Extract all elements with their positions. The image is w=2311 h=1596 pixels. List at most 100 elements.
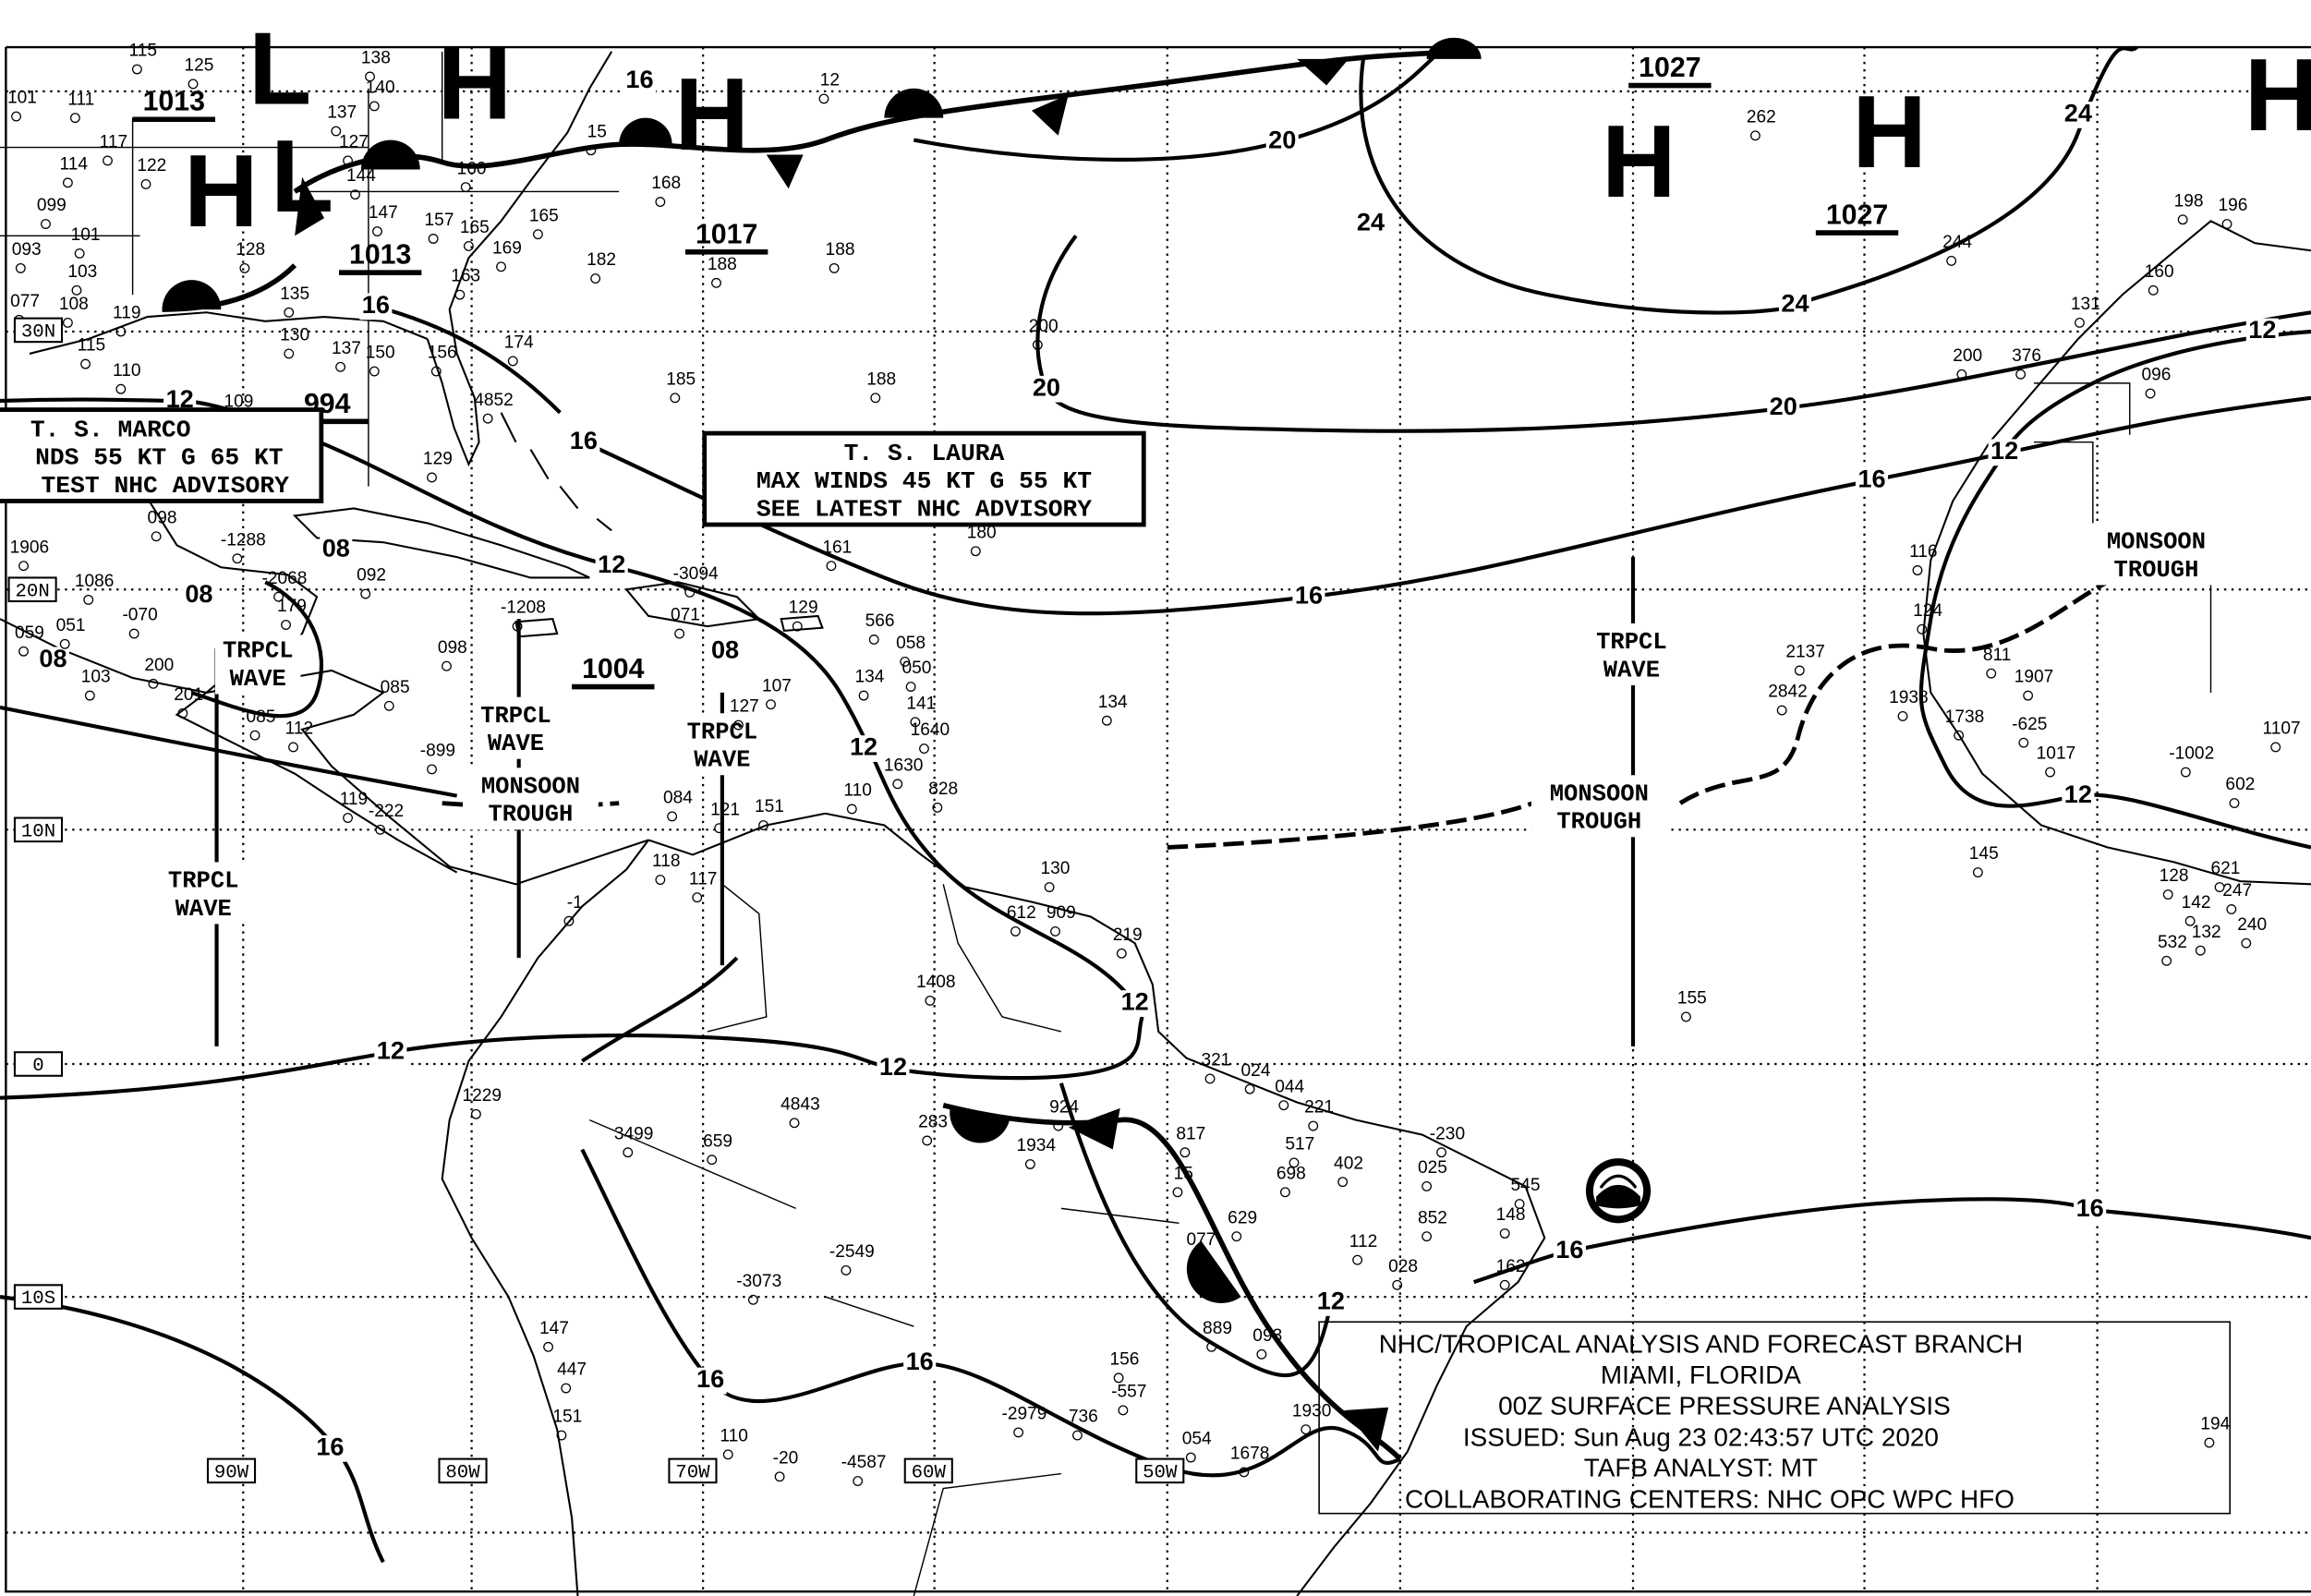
- station-value: 101: [7, 89, 37, 108]
- station-circle-icon: [970, 546, 981, 557]
- station-value: 071: [671, 606, 700, 625]
- station-value: 151: [755, 797, 784, 816]
- station-circle-icon: [563, 915, 575, 926]
- station-circle-icon: [1256, 1348, 1267, 1360]
- station-value: 131: [2071, 295, 2100, 314]
- station-circle-icon: [2184, 915, 2196, 926]
- isobar-label: 12: [850, 732, 877, 761]
- station-value: 182: [587, 250, 616, 270]
- station-circle-icon: [463, 241, 474, 251]
- central-pressure: 1017: [696, 219, 757, 249]
- station-value: 098: [438, 638, 467, 658]
- station-value: 138: [361, 49, 391, 68]
- station-value: -1: [567, 893, 583, 913]
- station-circle-icon: [543, 1341, 554, 1352]
- station-value: 244: [1942, 233, 1972, 252]
- station-value: 109: [224, 392, 254, 411]
- station-circle-icon: [1013, 1427, 1024, 1438]
- tropical-wave-label: WAVE: [1603, 657, 1660, 683]
- station-circle-icon: [512, 621, 523, 632]
- station-value: -222: [369, 802, 404, 821]
- station-circle-icon: [2018, 737, 2029, 748]
- station-value: 1938: [1889, 688, 1929, 707]
- station-value: 161: [822, 538, 852, 557]
- station-value: 044: [1275, 1077, 1304, 1096]
- high-pressure-center: H: [184, 133, 259, 248]
- station-value: 156: [428, 344, 457, 363]
- station-value: 140: [366, 79, 395, 98]
- station-circle-icon: [1776, 705, 1787, 716]
- isobar-label: 24: [1357, 208, 1385, 236]
- station-circle-icon: [892, 779, 903, 790]
- station-value: 122: [137, 156, 166, 175]
- station-circle-icon: [2162, 889, 2173, 900]
- station-value: 165: [460, 218, 490, 237]
- station-circle-icon: [232, 553, 243, 564]
- station-circle-icon: [11, 111, 21, 122]
- station-circle-icon: [1116, 948, 1127, 959]
- latitude-label: 10S: [21, 1288, 55, 1310]
- isobar-label: 16: [625, 65, 653, 93]
- monsoon-trough-label: MONSOON: [481, 773, 580, 800]
- station-circle-icon: [2045, 767, 2055, 778]
- coastlines: [0, 51, 2311, 1596]
- longitude-label: 90W: [214, 1462, 249, 1483]
- high-pressure-center: H: [437, 25, 512, 140]
- station-value: 169: [492, 238, 522, 258]
- station-circle-icon: [18, 561, 29, 572]
- tropical-wave-label: TRPCL: [687, 719, 758, 745]
- station-circle-icon: [1190, 1253, 1201, 1264]
- station-circle-icon: [1912, 565, 1923, 575]
- station-value: 115: [129, 42, 158, 61]
- isobar-label: 16: [1857, 464, 1885, 492]
- station-value: 129: [789, 598, 818, 618]
- station-circle-icon: [667, 811, 678, 822]
- station-circle-icon: [375, 824, 386, 835]
- station-circle-icon: [372, 226, 382, 236]
- station-circle-icon: [1239, 1467, 1250, 1478]
- isobar-label: 16: [1295, 580, 1323, 609]
- station-circle-icon: [925, 995, 936, 1006]
- station-value: 084: [663, 789, 693, 808]
- station-value: 112: [285, 719, 314, 739]
- station-circle-icon: [454, 289, 466, 300]
- isobar-label: 20: [1268, 125, 1296, 153]
- south-america-front: [942, 1102, 1402, 1461]
- station-value: 517: [1285, 1135, 1314, 1155]
- station-value: 163: [451, 267, 480, 286]
- station-value: -3094: [673, 564, 719, 584]
- station-value: 093: [12, 240, 42, 260]
- axis-labels: 30N 20N 10N 0 10S 90W 80W 70W 60W 50W: [7, 317, 1185, 1483]
- station-value: 116: [1909, 542, 1938, 562]
- station-circle-icon: [714, 823, 725, 834]
- station-value: 4843: [780, 1094, 820, 1114]
- station-circle-icon: [2226, 904, 2237, 914]
- station-circle-icon: [62, 318, 73, 328]
- station-value: 179: [277, 597, 307, 616]
- station-circle-icon: [1422, 1231, 1433, 1242]
- info-box: NHC/TROPICAL ANALYSIS AND FORECAST BRANC…: [1318, 1321, 2232, 1515]
- station-value: 096: [2141, 366, 2171, 385]
- station-value: 194: [2200, 1415, 2230, 1434]
- station-value: 108: [59, 295, 89, 314]
- puerto-rico-coast: [780, 614, 824, 633]
- station-value: 099: [37, 196, 67, 215]
- fronts: [162, 37, 1482, 1461]
- isobar-label: 12: [879, 1052, 907, 1081]
- station-value: 130: [1041, 859, 1071, 878]
- station-value: 2842: [1768, 683, 1808, 702]
- station-value: 051: [56, 616, 86, 635]
- station-value: 132: [2192, 923, 2221, 942]
- station-value: 092: [357, 566, 386, 586]
- station-value: 118: [652, 852, 681, 871]
- station-value: 156: [1110, 1349, 1140, 1369]
- africa-coast: [1922, 220, 2311, 886]
- station-circle-icon: [69, 113, 80, 124]
- south-america-west-coast: [441, 839, 649, 1596]
- station-circle-icon: [2195, 945, 2206, 956]
- longitude-label: 50W: [1143, 1462, 1178, 1483]
- station-circle-icon: [2145, 388, 2156, 399]
- station-circle-icon: [1794, 665, 1805, 676]
- station-circle-icon: [674, 628, 685, 639]
